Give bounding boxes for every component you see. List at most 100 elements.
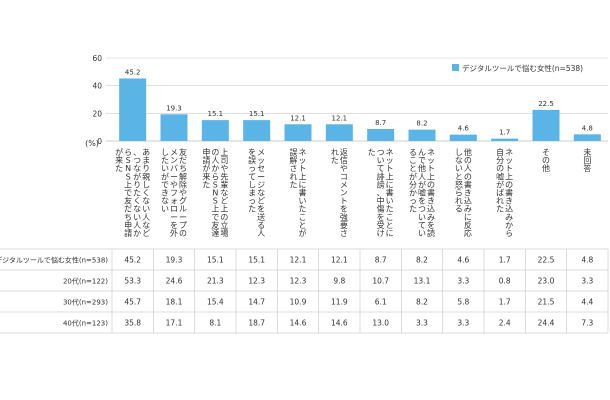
table-cell: 15.1 (248, 256, 265, 265)
table-cell: 22.5 (538, 256, 555, 265)
y-axis: 0 20 40 60 (92, 54, 102, 146)
bar (201, 120, 229, 141)
table-cell: 35.8 (124, 319, 141, 328)
bar (325, 124, 353, 141)
bar-value-label: 12.1 (290, 114, 306, 122)
table-cell: 21.3 (207, 277, 224, 286)
category-label: 友だち解除やグループのメンバーやフォローを外したいができない (161, 147, 187, 238)
category-label: メッセージなどを送る人を誤ってしまった (248, 148, 265, 238)
y-tick-label: 40 (92, 82, 102, 91)
table-cell: 12.1 (290, 256, 307, 265)
bar (532, 109, 560, 141)
table-cell: 23.0 (538, 277, 555, 286)
bar (491, 138, 519, 141)
category-label: 未回答 (583, 147, 591, 173)
table-row-label: デジタルツールで悩む女性(n=538) (0, 256, 108, 265)
table-cell: 21.5 (538, 298, 555, 307)
y-tick-label: 20 (92, 109, 102, 118)
table-cell: 24.6 (166, 277, 183, 286)
category-label: ネット上に書いたことについて誹謗、中傷を受けた (368, 148, 394, 238)
table-cell: 13.0 (372, 319, 389, 328)
bar-value-label: 15.1 (208, 110, 224, 118)
table-row-label: 40代(n=123) (63, 319, 108, 328)
category-label: ネット上に書いたことが誤解された (290, 147, 307, 238)
table-cell: 3.3 (581, 277, 593, 286)
category-labels: あまり親しくない人など、つながりたくない人から S N S 上で友だち申請が来た友だち解… (115, 147, 591, 238)
bar-value-label: 12.1 (332, 114, 348, 122)
bar (367, 128, 395, 141)
category-label: ネット上の書き込みを読んで他人が嘘をついていることが分かった (409, 148, 435, 238)
unit-label: (%) (85, 139, 99, 148)
table-cell: 10.7 (372, 277, 389, 286)
table-cell: 7.3 (581, 319, 593, 328)
bar (408, 129, 436, 141)
bar-value-label: 8.2 (416, 120, 427, 128)
table-cell: 2.4 (499, 319, 511, 328)
table-cell: 0.8 (499, 277, 511, 286)
category-label: 上司や先輩など上の立場の人から S N S 上で友達申請が来た (202, 147, 228, 238)
category-label: その他 (542, 148, 550, 173)
table-cell: 4.6 (457, 256, 469, 265)
table-cell: 14.7 (248, 298, 265, 307)
table-cell: 13.1 (414, 277, 431, 286)
table-cell: 15.1 (207, 256, 224, 265)
bar-value-label: 22.5 (538, 100, 554, 108)
table-cell: 8.2 (416, 298, 428, 307)
bar (160, 114, 188, 141)
bar (573, 134, 601, 141)
bar (449, 134, 477, 141)
table-cell: 12.1 (331, 256, 348, 265)
table-cell: 3.3 (457, 277, 469, 286)
bar-value-label: 45.2 (125, 68, 141, 76)
legend: デジタルツールで悩む女性(n=538) (452, 63, 583, 73)
gridlines (106, 57, 608, 142)
category-label: 返信やコメントを強要された (331, 148, 348, 238)
table-cell: 18.7 (248, 319, 265, 328)
table-cell: 5.8 (457, 298, 469, 307)
table-cell: 11.9 (331, 298, 348, 307)
table-cell: 6.1 (375, 298, 387, 307)
table-cell: 19.3 (166, 256, 183, 265)
table-cell: 14.6 (331, 319, 348, 328)
bar (284, 124, 312, 141)
bar (243, 120, 271, 141)
table-cell: 8.1 (209, 319, 221, 328)
table-row-label: 30代(n=293) (63, 298, 108, 307)
y-tick-label: 0 (97, 137, 102, 146)
category-label: 他の人の書き込みに反応しないと怒られる (455, 147, 472, 238)
table-cell: 14.6 (290, 319, 307, 328)
table-cell: 4.4 (581, 298, 593, 307)
table-cell: 9.8 (333, 277, 345, 286)
table-cell: 18.1 (166, 298, 183, 307)
table-cell: 12.3 (248, 277, 265, 286)
table-cell: 10.9 (290, 298, 307, 307)
table-row-label: 20代(n=122) (63, 277, 108, 286)
category-label: あまり親しくない人など、つながりたくない人から S N S 上で友だち申請が来た (115, 147, 150, 238)
bar-value-label: 4.6 (458, 125, 470, 133)
legend-label: デジタルツールで悩む女性(n=538) (462, 63, 583, 73)
bar-value-label: 4.8 (582, 124, 593, 132)
y-tick-label: 60 (92, 54, 102, 63)
table-cell: 12.3 (290, 277, 307, 286)
table-cell: 1.7 (499, 298, 511, 307)
table-cell: 4.8 (581, 256, 593, 265)
table-cell: 15.4 (207, 298, 224, 307)
table-cell: 8.2 (416, 256, 428, 265)
table-cell: 24.4 (538, 319, 555, 328)
data-table: デジタルツールで悩む女性(n=538) 45.2 19.3 15.1 15.1 12.1 1… (0, 248, 609, 334)
bar-value-label: 15.1 (249, 110, 265, 118)
legend-swatch (452, 64, 459, 71)
table-cell: 45.7 (124, 298, 141, 307)
table-cell: 17.1 (166, 319, 183, 328)
table-cell: 3.3 (457, 319, 469, 328)
bar-value-label: 1.7 (499, 129, 510, 137)
table-cell: 8.7 (375, 256, 387, 265)
bar-value-label: 19.3 (166, 104, 182, 112)
bar (119, 78, 147, 141)
table-cell: 53.3 (124, 277, 141, 286)
category-label: ネット上の書き込みから自分の嘘がばれた (496, 147, 513, 238)
table-cell: 3.3 (416, 319, 428, 328)
table-cell: 45.2 (124, 256, 141, 265)
table-cell: 1.7 (499, 256, 511, 265)
